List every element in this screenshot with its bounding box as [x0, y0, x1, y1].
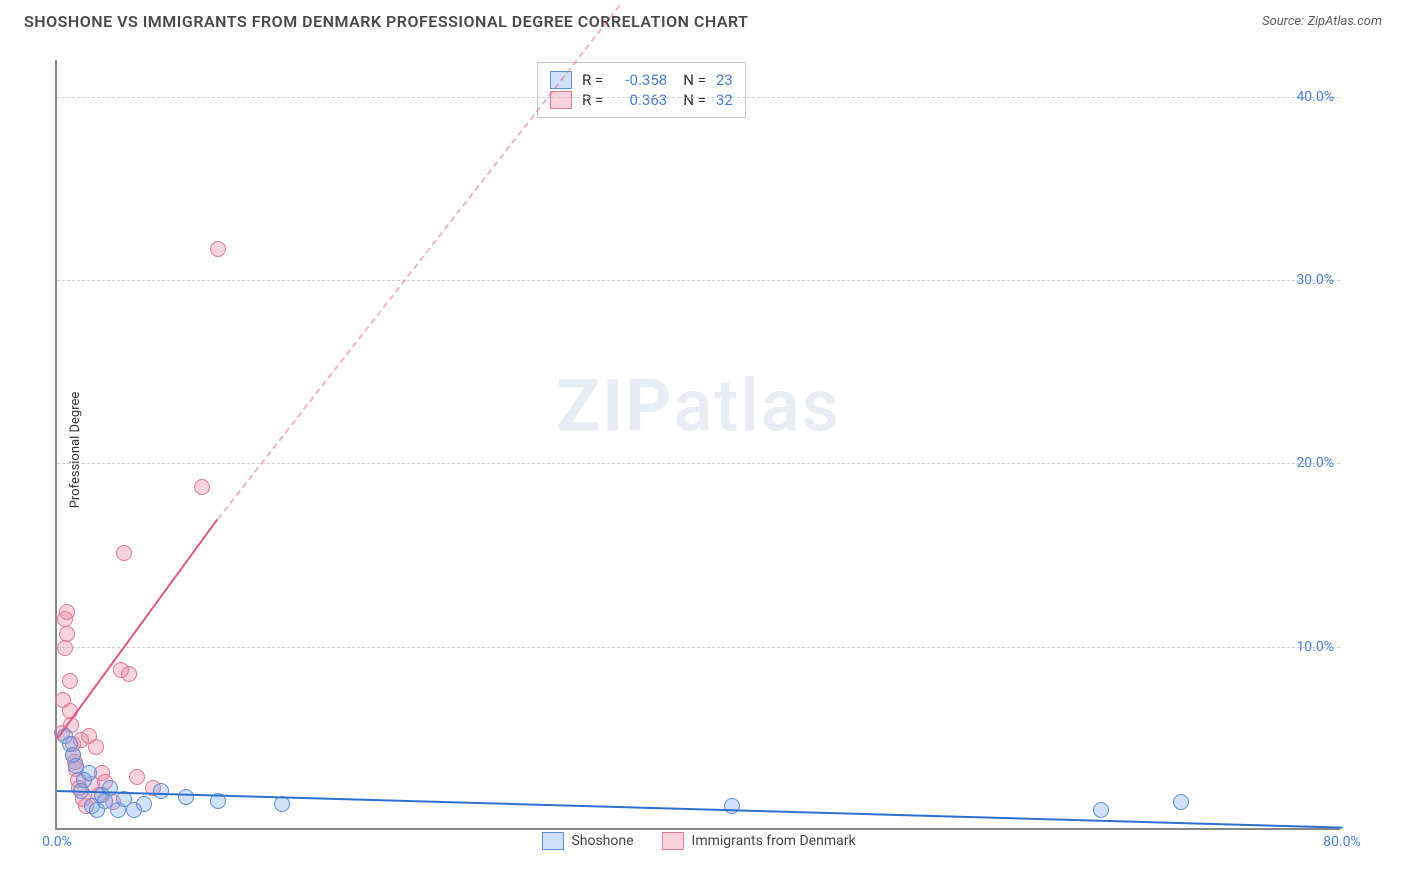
swatch-denmark: [550, 91, 572, 109]
gridline: [57, 280, 1340, 281]
legend-item-denmark: Immigrants from Denmark: [662, 832, 856, 850]
x-tick-label: 0.0%: [42, 834, 72, 850]
data-point-denmark: [210, 241, 226, 257]
gridline: [57, 97, 1340, 98]
legend-label-shoshone: Shoshone: [571, 833, 633, 849]
x-tick-label: 80.0%: [1323, 834, 1361, 850]
swatch-denmark-icon: [662, 832, 684, 850]
legend-row-denmark: R = 0.363 N = 32: [550, 91, 733, 109]
data-point-denmark: [62, 673, 78, 689]
watermark: ZIPatlas: [556, 363, 840, 448]
data-point-denmark: [59, 604, 75, 620]
gridline: [57, 463, 1340, 464]
trend-line: [56, 519, 218, 740]
data-point-shoshone: [81, 765, 97, 781]
data-point-denmark: [57, 640, 73, 656]
y-tick-label: 30.0%: [1296, 272, 1334, 288]
data-point-shoshone: [178, 789, 194, 805]
chart-title: SHOSHONE VS IMMIGRANTS FROM DENMARK PROF…: [24, 12, 749, 31]
data-point-denmark: [129, 769, 145, 785]
swatch-shoshone-icon: [541, 832, 563, 850]
data-point-shoshone: [1173, 794, 1189, 810]
data-point-shoshone: [153, 783, 169, 799]
legend-label-denmark: Immigrants from Denmark: [692, 833, 856, 849]
y-tick-label: 40.0%: [1296, 89, 1334, 105]
n-value-shoshone: 23: [716, 71, 733, 89]
data-point-denmark: [121, 666, 137, 682]
legend-row-shoshone: R = -0.358 N = 23: [550, 71, 733, 89]
trend-line-dashed: [217, 5, 620, 520]
data-point-shoshone: [1093, 802, 1109, 818]
data-point-shoshone: [724, 798, 740, 814]
source-label: Source: ZipAtlas.com: [1262, 14, 1382, 29]
r-value-shoshone: -0.358: [613, 71, 667, 89]
legend-item-shoshone: Shoshone: [541, 832, 633, 850]
data-point-denmark: [116, 545, 132, 561]
plot-area: ZIPatlas R = -0.358 N = 23 R = 0.363 N =…: [55, 60, 1340, 830]
chart-container: Professional Degree ZIPatlas R = -0.358 …: [45, 50, 1385, 850]
series-legend: Shoshone Immigrants from Denmark: [541, 832, 855, 850]
y-tick-label: 10.0%: [1296, 639, 1334, 655]
n-value-denmark: 32: [716, 91, 733, 109]
trend-line: [57, 790, 1342, 829]
data-point-denmark: [59, 626, 75, 642]
y-tick-label: 20.0%: [1296, 455, 1334, 471]
data-point-shoshone: [136, 796, 152, 812]
data-point-denmark: [194, 479, 210, 495]
gridline: [57, 647, 1340, 648]
r-value-denmark: 0.363: [613, 91, 667, 109]
data-point-denmark: [88, 739, 104, 755]
